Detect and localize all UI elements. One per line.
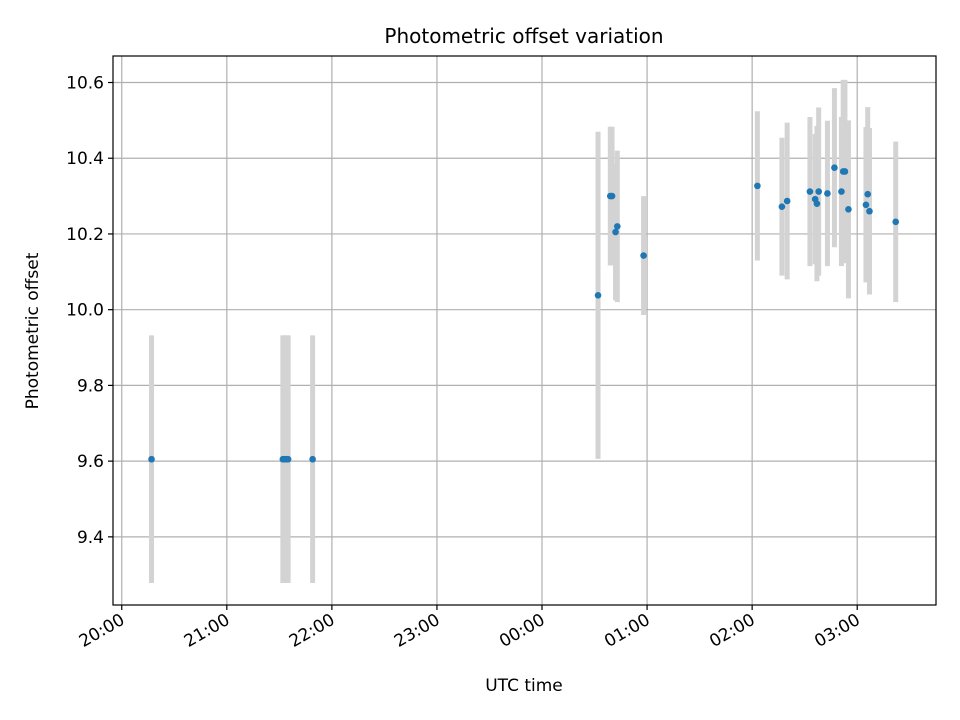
- y-tick-label: 10.4: [66, 149, 104, 169]
- data-point: [841, 168, 849, 175]
- y-tick-label: 10.2: [66, 225, 104, 245]
- data-point: [640, 252, 647, 259]
- y-tick-label: 10.0: [66, 301, 104, 321]
- grid-lines: [113, 56, 936, 605]
- plot-frame: [112, 55, 937, 606]
- x-axis-ticks: 20:00 21:00 22:00 23:00 00:00 01:00 02:00 03:00: [76, 605, 864, 652]
- x-axis-title: UTC time: [485, 676, 563, 696]
- data-point: [148, 455, 155, 463]
- data-point: [838, 188, 845, 195]
- data-point: [813, 200, 821, 207]
- data-point: [845, 206, 852, 213]
- x-tick-label: 03:00: [811, 610, 863, 652]
- x-tick-label: 20:00: [76, 610, 128, 652]
- data-point: [892, 218, 900, 226]
- data-point: [864, 190, 872, 198]
- y-tick-label: 9.8: [77, 376, 104, 396]
- error-bars: [149, 79, 899, 584]
- data-point: [831, 164, 838, 171]
- data-point: [866, 207, 873, 215]
- data-point: [284, 455, 292, 463]
- y-axis-title: Photometric offset: [23, 252, 43, 409]
- data-point: [754, 182, 761, 190]
- y-tick-label: 10.6: [66, 74, 104, 94]
- data-point: [806, 188, 814, 195]
- x-tick-label: 01:00: [601, 610, 653, 652]
- data-point: [608, 192, 616, 200]
- data-point: [783, 197, 791, 205]
- x-tick-label: 23:00: [391, 610, 443, 652]
- x-tick-label: 02:00: [706, 610, 758, 652]
- data-point: [309, 455, 316, 463]
- x-tick-label: 22:00: [286, 610, 338, 652]
- data-point: [594, 291, 602, 299]
- data-point: [614, 223, 621, 230]
- data-point: [815, 188, 822, 195]
- data-point: [612, 228, 619, 236]
- data-point: [862, 201, 870, 209]
- data-points: [148, 164, 900, 463]
- data-point: [778, 203, 786, 210]
- data-point: [824, 190, 831, 197]
- y-tick-label: 9.6: [77, 452, 104, 472]
- y-axis-ticks: 9.4 9.6 9.8 10.0 10.2 10.4 10.6: [66, 74, 113, 548]
- chart-title: Photometric offset variation: [384, 24, 663, 48]
- y-tick-label: 9.4: [77, 528, 104, 548]
- x-tick-label: 00:00: [496, 610, 548, 652]
- x-tick-label: 21:00: [181, 610, 233, 652]
